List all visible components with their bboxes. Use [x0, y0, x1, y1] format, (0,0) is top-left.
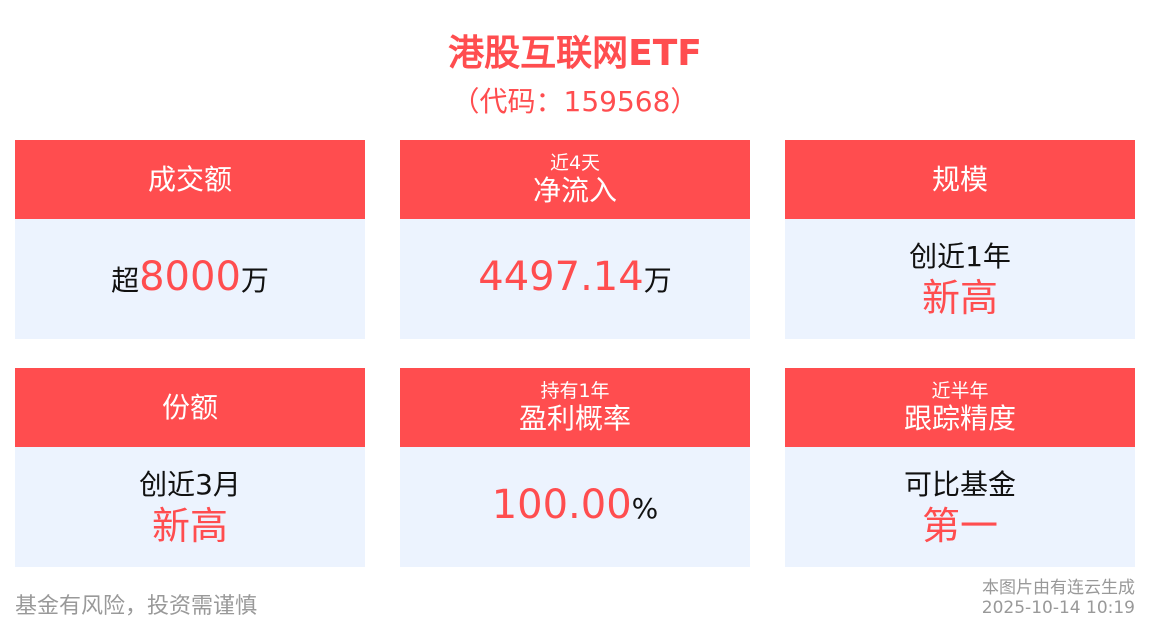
card-scale: 规模 创近1年 新高 [785, 140, 1135, 339]
value-suffix: 万 [643, 264, 672, 297]
value: 4497.14 [478, 254, 644, 300]
card-label: 规模 [931, 162, 988, 196]
card-tracking-accuracy: 近半年 跟踪精度 可比基金 第一 [785, 368, 1135, 567]
value-line1: 可比基金 [903, 468, 1016, 501]
card-net-inflow: 近4天 净流入 4497.14万 [400, 140, 750, 339]
value-line2: 新高 [921, 276, 998, 320]
card-label: 跟踪精度 [903, 401, 1016, 435]
value: 100.00 [491, 482, 632, 528]
value-line2: 新高 [151, 504, 228, 548]
value: 8000 [139, 254, 241, 300]
value-suffix: 万 [240, 264, 269, 297]
source-text: 本图片由有连云生成 [982, 578, 1135, 598]
source-info: 本图片由有连云生成 2025-10-14 10:19 [982, 578, 1135, 618]
card-sublabel: 近半年 [931, 379, 989, 402]
fund-code: （代码：159568） [451, 85, 699, 118]
card-label: 盈利概率 [518, 401, 631, 435]
card-label: 成交额 [147, 162, 232, 196]
page-title: 港股互联网ETF [448, 33, 702, 74]
card-label: 份额 [161, 390, 218, 424]
card-sublabel: 近4天 [549, 151, 601, 174]
value-line1: 创近3月 [139, 468, 241, 501]
card-sublabel: 持有1年 [540, 379, 610, 402]
risk-disclaimer: 基金有风险，投资需谨慎 [15, 594, 258, 619]
card-turnover: 成交额 超8000万 [15, 140, 365, 339]
value-prefix: 超 [111, 264, 140, 297]
timestamp: 2025-10-14 10:19 [981, 598, 1135, 618]
card-profit-probability: 持有1年 盈利概率 100.00% [400, 368, 750, 567]
value-line1: 创近1年 [909, 240, 1011, 273]
card-label: 净流入 [532, 173, 617, 207]
value-suffix: % [631, 492, 659, 525]
card-shares: 份额 创近3月 新高 [15, 368, 365, 567]
value-line2: 第一 [921, 504, 998, 548]
